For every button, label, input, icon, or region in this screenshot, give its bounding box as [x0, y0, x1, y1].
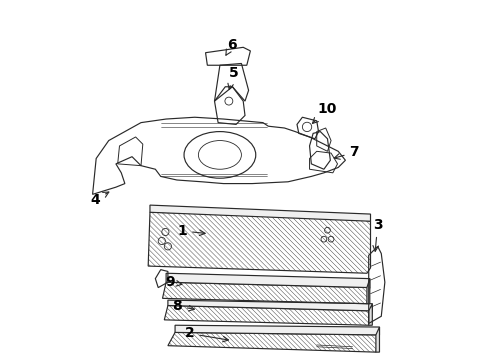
Text: 8: 8 [172, 299, 195, 313]
Text: 1: 1 [177, 224, 205, 238]
Polygon shape [175, 325, 379, 335]
Polygon shape [367, 279, 370, 304]
Polygon shape [376, 327, 379, 352]
Polygon shape [150, 205, 370, 221]
Polygon shape [166, 273, 370, 288]
Text: 5: 5 [228, 66, 239, 89]
Polygon shape [368, 304, 372, 325]
Text: 2: 2 [185, 327, 228, 342]
Text: 4: 4 [91, 192, 109, 207]
Polygon shape [168, 300, 372, 311]
Text: 3: 3 [373, 218, 383, 251]
Text: 6: 6 [226, 38, 237, 55]
Text: 7: 7 [334, 145, 359, 159]
Text: 10: 10 [313, 102, 337, 123]
Text: 9: 9 [165, 275, 182, 289]
